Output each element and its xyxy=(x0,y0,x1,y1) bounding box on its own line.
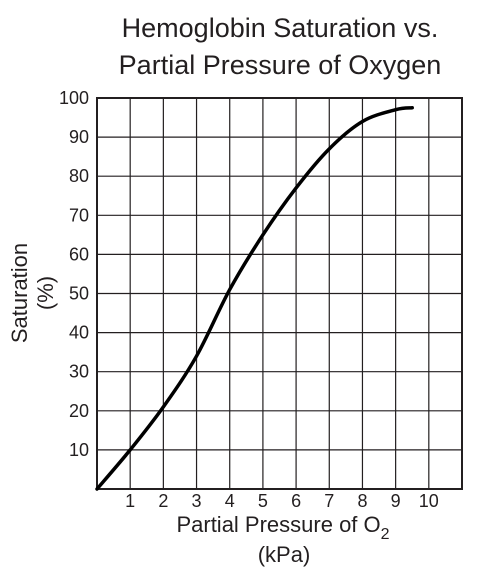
x-axis-label: Partial Pressure of O2 xyxy=(176,512,389,543)
x-tick-label: 10 xyxy=(419,491,439,511)
y-tick-label: 50 xyxy=(69,284,89,304)
y-tick-label: 80 xyxy=(69,166,89,186)
y-tick-label: 10 xyxy=(69,440,89,460)
y-axis-unit: (%) xyxy=(33,276,58,310)
x-axis-label-subscript: 2 xyxy=(381,526,390,543)
y-tick-label: 30 xyxy=(69,362,89,382)
x-tick-label: 7 xyxy=(324,491,334,511)
x-tick-label: 8 xyxy=(357,491,367,511)
x-tick-label: 3 xyxy=(192,491,202,511)
x-tick-label: 6 xyxy=(291,491,301,511)
y-tick-label: 20 xyxy=(69,401,89,421)
x-axis-label-text: Partial Pressure of O xyxy=(176,512,380,537)
x-tick-label: 9 xyxy=(391,491,401,511)
x-tick-label: 4 xyxy=(225,491,235,511)
y-tick-label: 60 xyxy=(69,244,89,264)
x-tick-label: 2 xyxy=(158,491,168,511)
y-tick-label: 100 xyxy=(59,88,89,108)
chart-title-line2: Partial Pressure of Oxygen xyxy=(119,50,442,80)
y-tick-label: 70 xyxy=(69,205,89,225)
x-axis-unit: (kPa) xyxy=(258,542,311,567)
x-axis-ticks: 1 2 3 4 5 6 7 8 9 10 xyxy=(125,491,439,511)
plot-area-frame xyxy=(96,97,463,490)
x-tick-label: 5 xyxy=(258,491,268,511)
grid xyxy=(97,98,462,489)
series-line xyxy=(95,106,414,491)
chart-title-line1: Hemoglobin Saturation vs. xyxy=(122,13,439,43)
y-tick-label: 40 xyxy=(69,323,89,343)
x-tick-label: 1 xyxy=(125,491,135,511)
y-axis-label: Saturation xyxy=(7,243,32,343)
y-tick-label: 90 xyxy=(69,127,89,147)
y-axis-ticks: 10 20 30 40 50 60 70 80 90 100 xyxy=(59,88,89,460)
